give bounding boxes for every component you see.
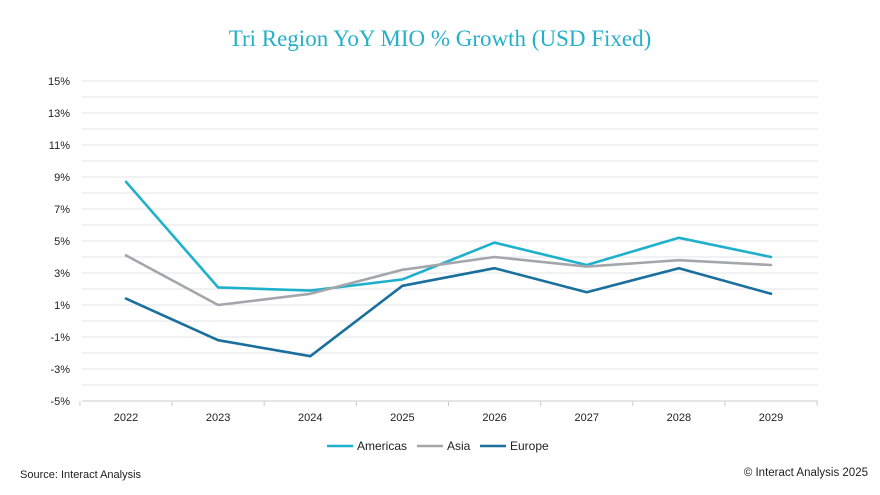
series-line-americas <box>124 180 773 292</box>
x-tick-labels: 2022 2023 2024 2025 2026 2027 2028 2029 <box>114 412 783 424</box>
y-tick-label: 13% <box>48 108 70 120</box>
x-axis <box>79 400 818 406</box>
chart-title: Tri Region YoY MIO % Growth (USD Fixed) <box>228 26 652 51</box>
x-tick-label: 2029 <box>759 412 783 424</box>
x-tick-label: 2023 <box>206 412 230 424</box>
x-tick-label: 2024 <box>298 412 322 424</box>
series-lines <box>124 180 773 358</box>
y-tick-label: -3% <box>50 364 70 376</box>
x-tick-label: 2028 <box>667 412 691 424</box>
y-tick-label: 11% <box>49 140 70 152</box>
x-tick-label: 2027 <box>574 412 598 424</box>
y-tick-label: 7% <box>54 204 70 216</box>
copyright-note: © Interact Analysis 2025 <box>743 467 868 479</box>
y-tick-label: 9% <box>54 172 70 184</box>
series-line-europe <box>124 266 773 358</box>
y-tick-label: 3% <box>54 268 70 280</box>
legend: Americas Asia Europe <box>327 439 549 453</box>
y-tick-label: 1% <box>54 300 70 312</box>
grid-lines <box>82 80 818 386</box>
y-tick-label: -1% <box>50 332 70 344</box>
legend-label: Europe <box>510 439 549 453</box>
y-tick-label: 15% <box>48 76 70 88</box>
series-line-asia <box>124 254 773 307</box>
y-tick-label: 5% <box>54 236 70 248</box>
x-tick-label: 2025 <box>390 412 414 424</box>
legend-label: Americas <box>357 439 407 453</box>
y-tick-label: -5% <box>50 396 70 408</box>
y-tick-labels: -5% -3% -1% 1% 3% 5% 7% 9% 11% 13% 15% <box>48 76 70 408</box>
x-tick-label: 2026 <box>482 412 506 424</box>
x-tick-label: 2022 <box>114 412 138 424</box>
legend-label: Asia <box>447 439 471 453</box>
source-note: Source: Interact Analysis <box>20 469 142 481</box>
